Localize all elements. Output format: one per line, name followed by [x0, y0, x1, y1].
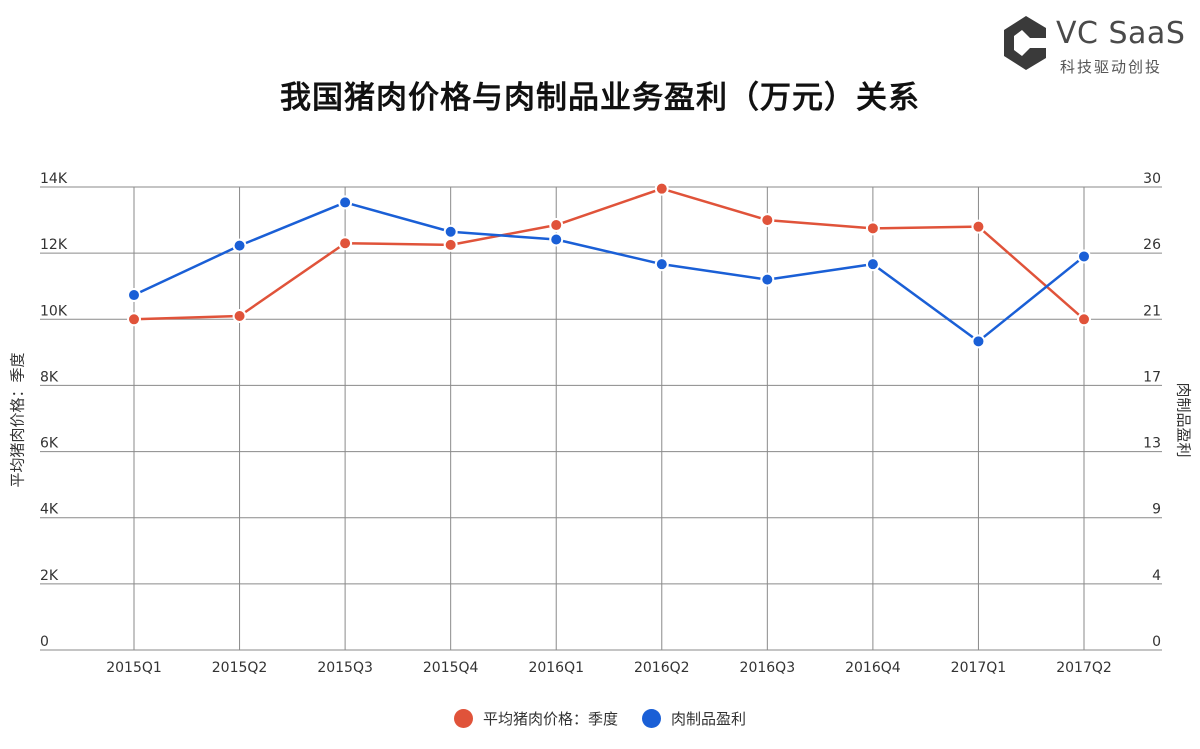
right-tick-label: 30 [1143, 171, 1161, 187]
left-tick-label: 8K [40, 369, 59, 385]
data-point[interactable] [760, 213, 775, 228]
data-point[interactable] [654, 181, 669, 196]
data-point[interactable] [654, 257, 669, 272]
x-axis-ticks: 2015Q1 2015Q2 2015Q3 2015Q4 2016Q1 2016Q2 2016… [106, 660, 1112, 676]
series-layer [127, 181, 1091, 349]
left-tick-label: 6K [40, 436, 59, 452]
data-point[interactable] [760, 272, 775, 287]
data-point[interactable] [549, 218, 564, 233]
brand-logo: VC SaaS 科技驱动创投 [994, 10, 1194, 80]
left-tick-label: 0 [40, 634, 49, 650]
data-point[interactable] [232, 308, 247, 323]
x-tick-label: 2015Q3 [317, 660, 373, 676]
legend-label-pork-price: 平均猪肉价格：季度 [482, 709, 618, 728]
legend-marker-pork-price [453, 708, 473, 728]
legend-item-meat-profit[interactable]: 肉制品盈利 [642, 708, 746, 729]
x-tick-label: 2016Q4 [845, 660, 901, 676]
data-point[interactable] [127, 288, 141, 303]
x-tick-label: 2015Q1 [106, 660, 162, 676]
logo-mark-icon [1004, 16, 1046, 70]
x-tick-label: 2017Q1 [951, 660, 1007, 676]
data-point[interactable] [232, 238, 247, 253]
right-tick-label: 13 [1143, 436, 1161, 452]
x-tick-label: 2017Q2 [1056, 660, 1112, 676]
right-tick-label: 0 [1152, 634, 1161, 650]
legend-label-meat-profit: 肉制品盈利 [671, 709, 747, 728]
data-point[interactable] [443, 237, 458, 252]
right-tick-label: 21 [1143, 303, 1161, 319]
x-tick-label: 2016Q3 [740, 660, 796, 676]
x-tick-label: 2015Q4 [423, 660, 479, 676]
series-line [133, 187, 1085, 321]
legend: 平均猪肉价格：季度 肉制品盈利 [0, 704, 1200, 732]
right-tick-label: 17 [1143, 369, 1161, 385]
grid-layer [40, 186, 1162, 651]
chart-title: 我国猪肉价格与肉制品业务盈利（万元）关系 [280, 80, 920, 116]
data-point[interactable] [338, 195, 353, 210]
legend-item-pork-price[interactable]: 平均猪肉价格：季度 [453, 708, 618, 729]
data-point[interactable] [971, 334, 986, 349]
legend-marker-meat-profit [642, 708, 661, 728]
left-tick-label: 14K [40, 171, 68, 187]
data-point[interactable] [1077, 249, 1091, 264]
x-tick-label: 2016Q2 [634, 660, 690, 676]
data-point[interactable] [549, 232, 564, 247]
right-axis-ticks: 0 4 9 13 17 21 26 30 [1143, 171, 1161, 650]
series-line [133, 201, 1085, 343]
data-point[interactable] [443, 224, 458, 239]
y-right-axis-title: 肉制品盈利 [1174, 382, 1193, 458]
left-tick-label: 2K [40, 568, 59, 584]
right-tick-label: 4 [1152, 568, 1161, 584]
x-tick-label: 2016Q1 [528, 660, 584, 676]
y-left-axis-title: 平均猪肉价格：季度 [8, 352, 27, 488]
right-tick-label: 9 [1152, 502, 1161, 518]
left-axis-ticks: 0 2K 4K 6K 8K 10K 12K 14K [40, 171, 68, 650]
series-1 [127, 195, 1091, 349]
data-point[interactable] [338, 236, 353, 251]
series-0 [127, 181, 1091, 327]
data-point[interactable] [971, 219, 986, 234]
logo-slogan-text: 科技驱动创投 [1060, 58, 1163, 76]
logo-brand-text: VC SaaS [1056, 16, 1186, 51]
right-tick-label: 26 [1143, 237, 1161, 253]
data-point[interactable] [127, 312, 141, 327]
data-point[interactable] [865, 257, 880, 272]
x-tick-label: 2015Q2 [212, 660, 268, 676]
left-tick-label: 12K [40, 237, 68, 253]
left-tick-label: 4K [40, 502, 59, 518]
data-point[interactable] [1077, 312, 1091, 327]
data-point[interactable] [865, 221, 880, 236]
left-tick-label: 10K [40, 303, 68, 319]
